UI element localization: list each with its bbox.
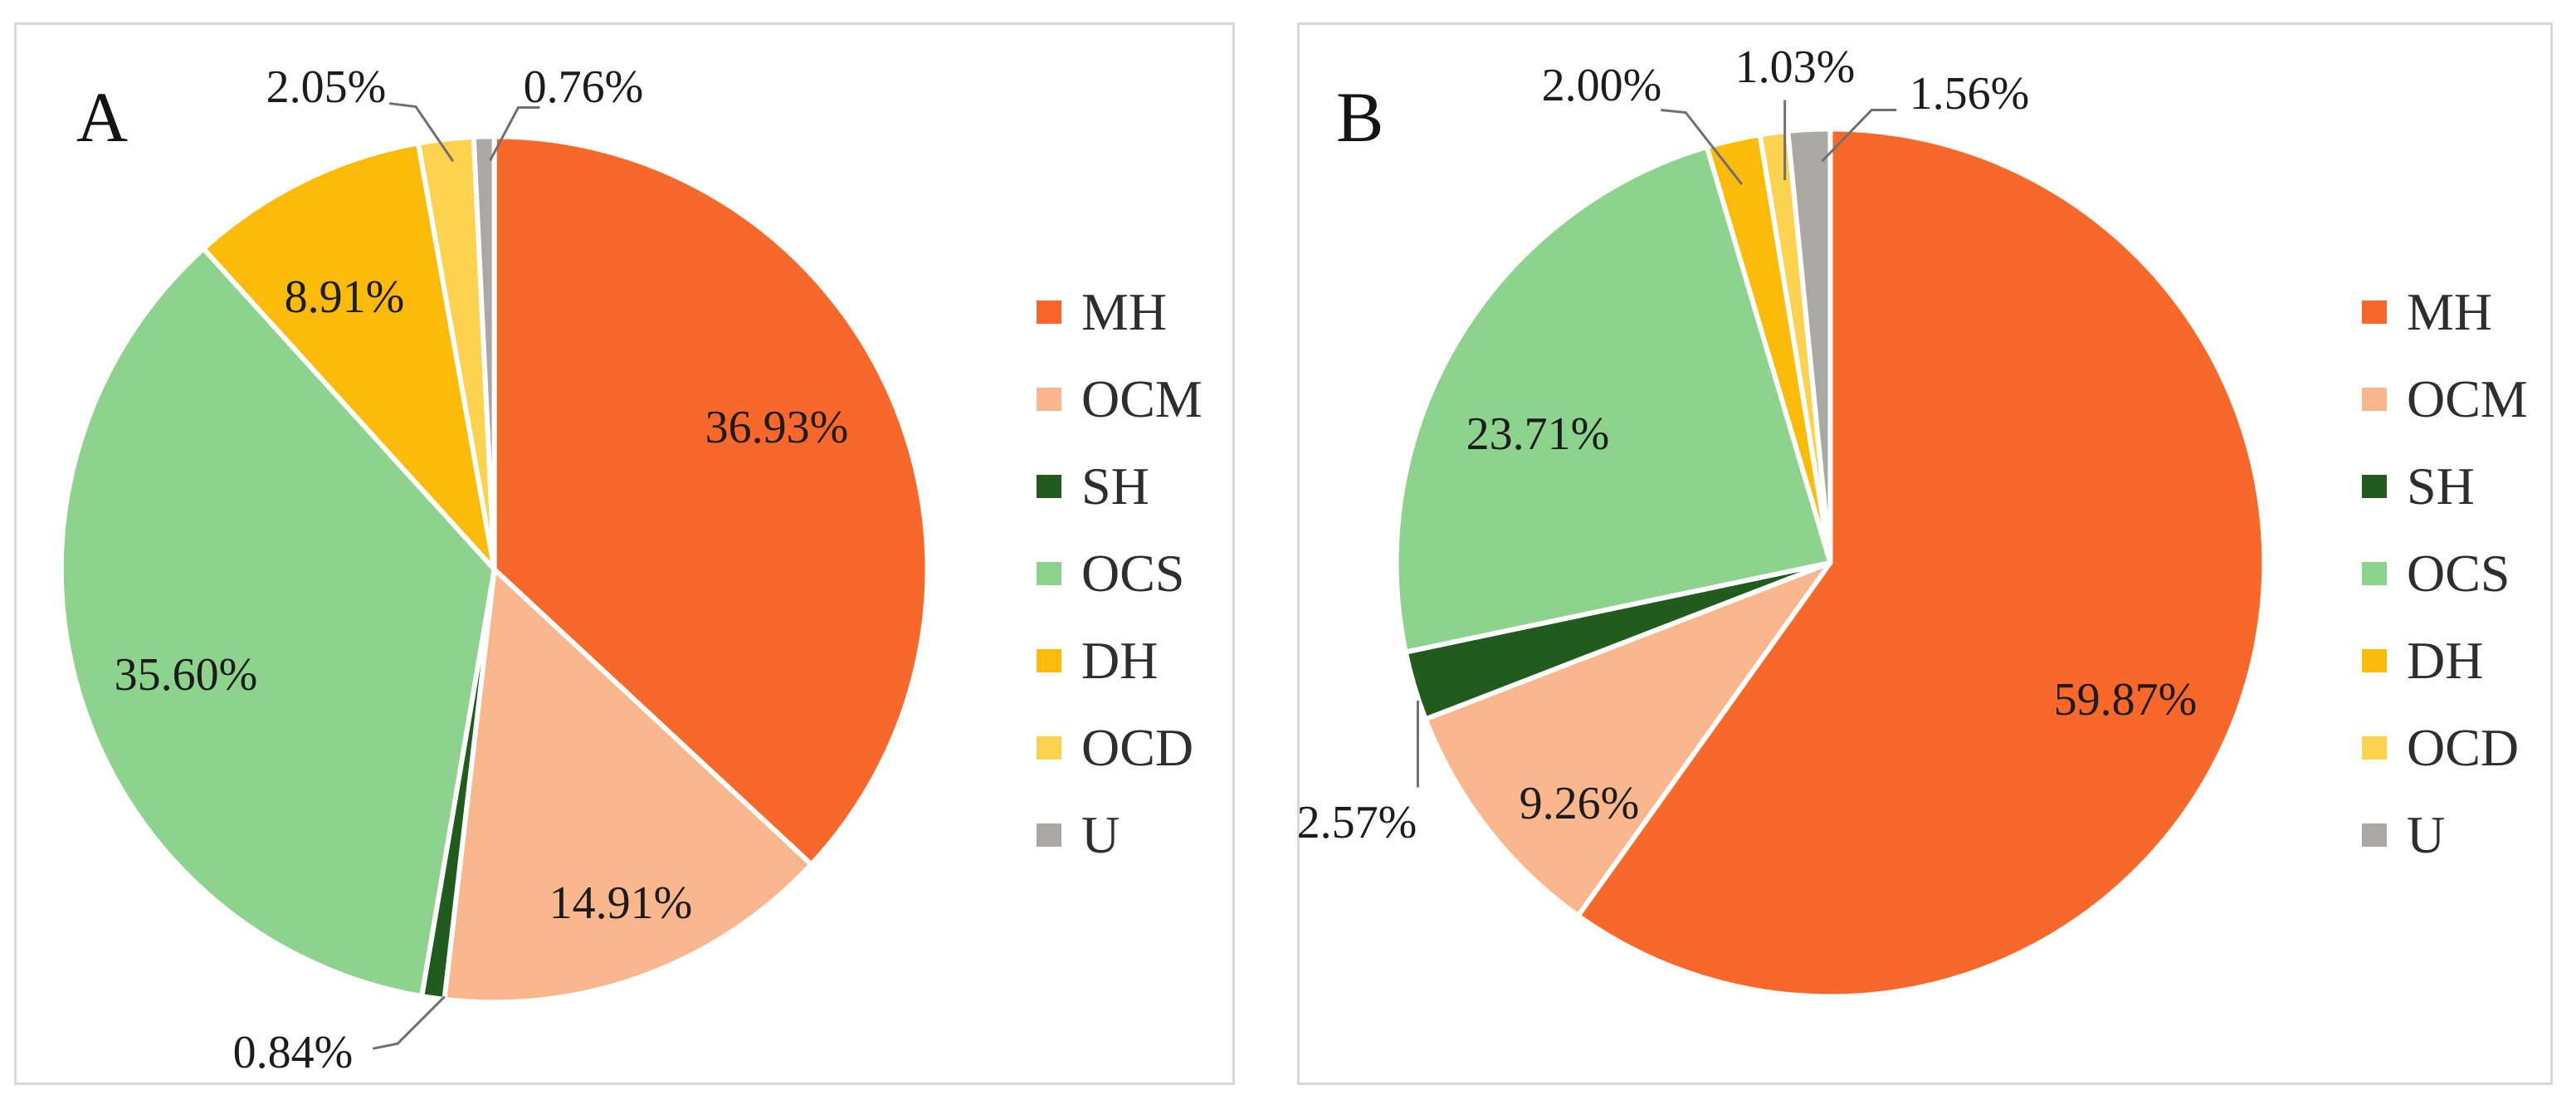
data-label-OCM: 14.91% bbox=[549, 877, 693, 929]
leader-line-OCD bbox=[388, 102, 455, 163]
legend-label-DH: DH bbox=[2407, 630, 2484, 690]
legend-label-U: U bbox=[1081, 804, 1120, 864]
data-label-SH: 0.84% bbox=[232, 1027, 354, 1078]
legend-swatch-SH bbox=[1037, 474, 1061, 498]
legend-swatch-MH bbox=[1037, 300, 1061, 324]
pie-slice-U bbox=[471, 134, 497, 572]
legend-label-OCD: OCD bbox=[2407, 717, 2520, 777]
legend-label-SH: SH bbox=[1081, 456, 1149, 516]
legend-swatch-MH bbox=[2362, 300, 2387, 324]
legend-item-SH: SH bbox=[1037, 442, 1203, 530]
pie-slice-OCM bbox=[1422, 560, 1833, 919]
data-label-OCM: 9.26% bbox=[1519, 778, 1640, 829]
legend-swatch-DH bbox=[1037, 648, 1061, 672]
data-label-MH: 36.93% bbox=[705, 402, 849, 453]
legend-swatch-OCS bbox=[1037, 561, 1061, 585]
pie-slice-OCS bbox=[58, 246, 497, 999]
pie-chart-a bbox=[58, 102, 930, 1050]
legend-item-OCS: OCS bbox=[2362, 530, 2528, 617]
data-label-OCD: 1.03% bbox=[1734, 42, 1856, 93]
legend-label-OCM: OCM bbox=[1081, 369, 1203, 428]
legend-label-OCS: OCS bbox=[1081, 543, 1185, 603]
pie-slices bbox=[1393, 126, 2267, 999]
legend-item-U: U bbox=[1037, 791, 1203, 878]
pie-chart-b bbox=[1393, 100, 2267, 999]
legend-swatch-SH bbox=[2362, 474, 2387, 498]
data-label-SH: 2.57% bbox=[1296, 797, 1417, 848]
chart-panel-b: B MH OCM SH OCS DH OCD U 59.87% 9.26% 2.57% 23.71… bbox=[1297, 22, 2553, 1085]
leader-line-SH bbox=[372, 995, 446, 1050]
legend-swatch-DH bbox=[2362, 648, 2387, 672]
legend-label-OCS: OCS bbox=[2407, 543, 2510, 603]
data-label-OCD: 2.05% bbox=[266, 61, 387, 113]
legend-label-DH: DH bbox=[1081, 630, 1159, 690]
data-label-DH: 8.91% bbox=[284, 271, 405, 323]
panel-letter-a: A bbox=[76, 77, 129, 157]
data-label-MH: 59.87% bbox=[2053, 674, 2198, 726]
legend-label-MH: MH bbox=[2407, 281, 2493, 341]
data-label-OCS: 23.71% bbox=[1466, 408, 1610, 460]
legend-item-MH: MH bbox=[1037, 268, 1203, 355]
legend-item-OCD: OCD bbox=[1037, 704, 1203, 791]
pie-slice-OCM bbox=[442, 566, 814, 1005]
legend-swatch-U bbox=[1037, 823, 1061, 847]
data-label-U: 1.56% bbox=[1909, 68, 2030, 120]
legend-item-U: U bbox=[2362, 791, 2528, 878]
pie-slice-U bbox=[1785, 126, 1833, 565]
legend-swatch-OCD bbox=[1037, 735, 1061, 760]
legend-item-OCS: OCS bbox=[1037, 530, 1203, 617]
legend-swatch-OCD bbox=[2362, 735, 2387, 760]
chart-panel-a: A MH OCM SH OCS DH OCD U 36.93% 14.91% 0.84% 35.6… bbox=[14, 22, 1235, 1085]
legend-label-OCD: OCD bbox=[1081, 717, 1194, 777]
legend-item-DH: DH bbox=[1037, 617, 1203, 704]
legend-item-OCD: OCD bbox=[2362, 704, 2528, 791]
pie-slices bbox=[58, 134, 930, 1005]
legend-label-U: U bbox=[2407, 804, 2446, 864]
leader-lines bbox=[372, 102, 540, 1050]
data-label-U: 0.76% bbox=[523, 61, 644, 113]
legend-b: MH OCM SH OCS DH OCD U bbox=[2362, 268, 2528, 878]
pie-slice-OCS bbox=[1393, 144, 1833, 655]
data-label-DH: 2.00% bbox=[1541, 60, 1662, 111]
legend-label-OCM: OCM bbox=[2407, 369, 2528, 428]
leader-line-U bbox=[489, 106, 540, 161]
legend-item-DH: DH bbox=[2362, 617, 2528, 704]
legend-swatch-OCM bbox=[1037, 387, 1061, 411]
pie-slice-DH bbox=[201, 140, 497, 572]
legend-swatch-OCS bbox=[2362, 561, 2387, 585]
legend-swatch-U bbox=[2362, 823, 2387, 847]
leader-lines bbox=[1416, 100, 1897, 788]
legend-item-OCM: OCM bbox=[1037, 355, 1203, 442]
pie-slice-MH bbox=[1575, 126, 2267, 999]
leader-line-U bbox=[1821, 109, 1897, 163]
legend-label-SH: SH bbox=[2407, 456, 2475, 516]
legend-label-MH: MH bbox=[1081, 281, 1168, 341]
legend-a: MH OCM SH OCS DH OCD U bbox=[1037, 268, 1203, 878]
legend-item-OCM: OCM bbox=[2362, 355, 2528, 442]
legend-swatch-OCM bbox=[2362, 387, 2387, 411]
leader-line-DH bbox=[1661, 109, 1744, 186]
legend-item-MH: MH bbox=[2362, 268, 2528, 355]
legend-item-SH: SH bbox=[2362, 442, 2528, 530]
pie-slice-MH bbox=[491, 134, 930, 867]
data-label-OCS: 35.60% bbox=[114, 649, 258, 701]
panel-letter-b: B bbox=[1336, 77, 1384, 157]
